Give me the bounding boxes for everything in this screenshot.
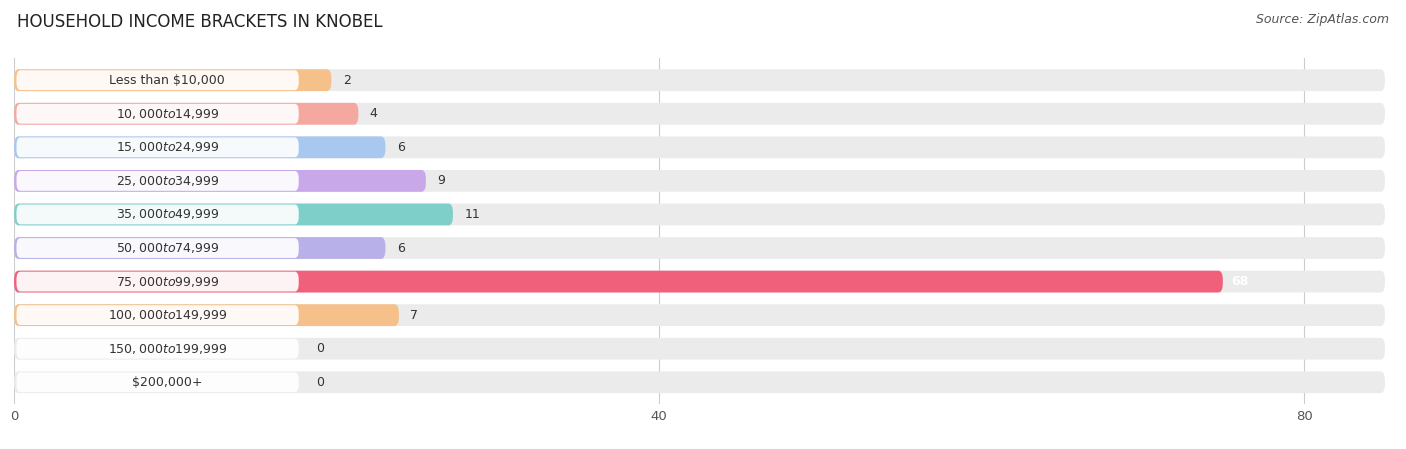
Text: 0: 0 [315, 376, 323, 389]
FancyBboxPatch shape [14, 203, 453, 225]
Text: $10,000 to $14,999: $10,000 to $14,999 [115, 107, 219, 121]
FancyBboxPatch shape [17, 137, 298, 157]
Text: 4: 4 [370, 107, 378, 120]
Text: Less than $10,000: Less than $10,000 [110, 74, 225, 87]
Text: $75,000 to $99,999: $75,000 to $99,999 [115, 275, 219, 289]
FancyBboxPatch shape [17, 171, 298, 191]
Text: Source: ZipAtlas.com: Source: ZipAtlas.com [1256, 13, 1389, 26]
FancyBboxPatch shape [17, 70, 298, 90]
FancyBboxPatch shape [17, 372, 298, 392]
FancyBboxPatch shape [17, 272, 298, 291]
Text: 9: 9 [437, 174, 446, 187]
Text: $150,000 to $199,999: $150,000 to $199,999 [108, 342, 226, 356]
FancyBboxPatch shape [14, 170, 1385, 192]
FancyBboxPatch shape [14, 304, 1385, 326]
FancyBboxPatch shape [14, 103, 359, 125]
FancyBboxPatch shape [14, 237, 385, 259]
FancyBboxPatch shape [14, 271, 1223, 292]
FancyBboxPatch shape [14, 69, 332, 91]
Text: 0: 0 [315, 342, 323, 355]
Text: $15,000 to $24,999: $15,000 to $24,999 [115, 141, 219, 154]
Text: 7: 7 [411, 308, 418, 321]
FancyBboxPatch shape [14, 203, 1385, 225]
FancyBboxPatch shape [17, 305, 298, 325]
FancyBboxPatch shape [14, 136, 1385, 158]
FancyBboxPatch shape [14, 136, 385, 158]
Text: $100,000 to $149,999: $100,000 to $149,999 [108, 308, 226, 322]
FancyBboxPatch shape [14, 69, 1385, 91]
Text: 2: 2 [343, 74, 350, 87]
Text: $50,000 to $74,999: $50,000 to $74,999 [115, 241, 219, 255]
FancyBboxPatch shape [17, 238, 298, 258]
FancyBboxPatch shape [14, 338, 1385, 360]
FancyBboxPatch shape [17, 104, 298, 123]
Text: 11: 11 [464, 208, 479, 221]
FancyBboxPatch shape [14, 304, 399, 326]
FancyBboxPatch shape [14, 170, 426, 192]
Text: $25,000 to $34,999: $25,000 to $34,999 [115, 174, 219, 188]
Text: 68: 68 [1230, 275, 1249, 288]
FancyBboxPatch shape [14, 103, 1385, 125]
Text: $200,000+: $200,000+ [132, 376, 202, 389]
Text: $35,000 to $49,999: $35,000 to $49,999 [115, 207, 219, 221]
FancyBboxPatch shape [17, 339, 298, 359]
FancyBboxPatch shape [14, 237, 1385, 259]
FancyBboxPatch shape [17, 205, 298, 224]
Text: 6: 6 [396, 141, 405, 154]
FancyBboxPatch shape [14, 371, 1385, 393]
Text: 6: 6 [396, 242, 405, 255]
FancyBboxPatch shape [14, 271, 1385, 292]
Text: HOUSEHOLD INCOME BRACKETS IN KNOBEL: HOUSEHOLD INCOME BRACKETS IN KNOBEL [17, 13, 382, 31]
